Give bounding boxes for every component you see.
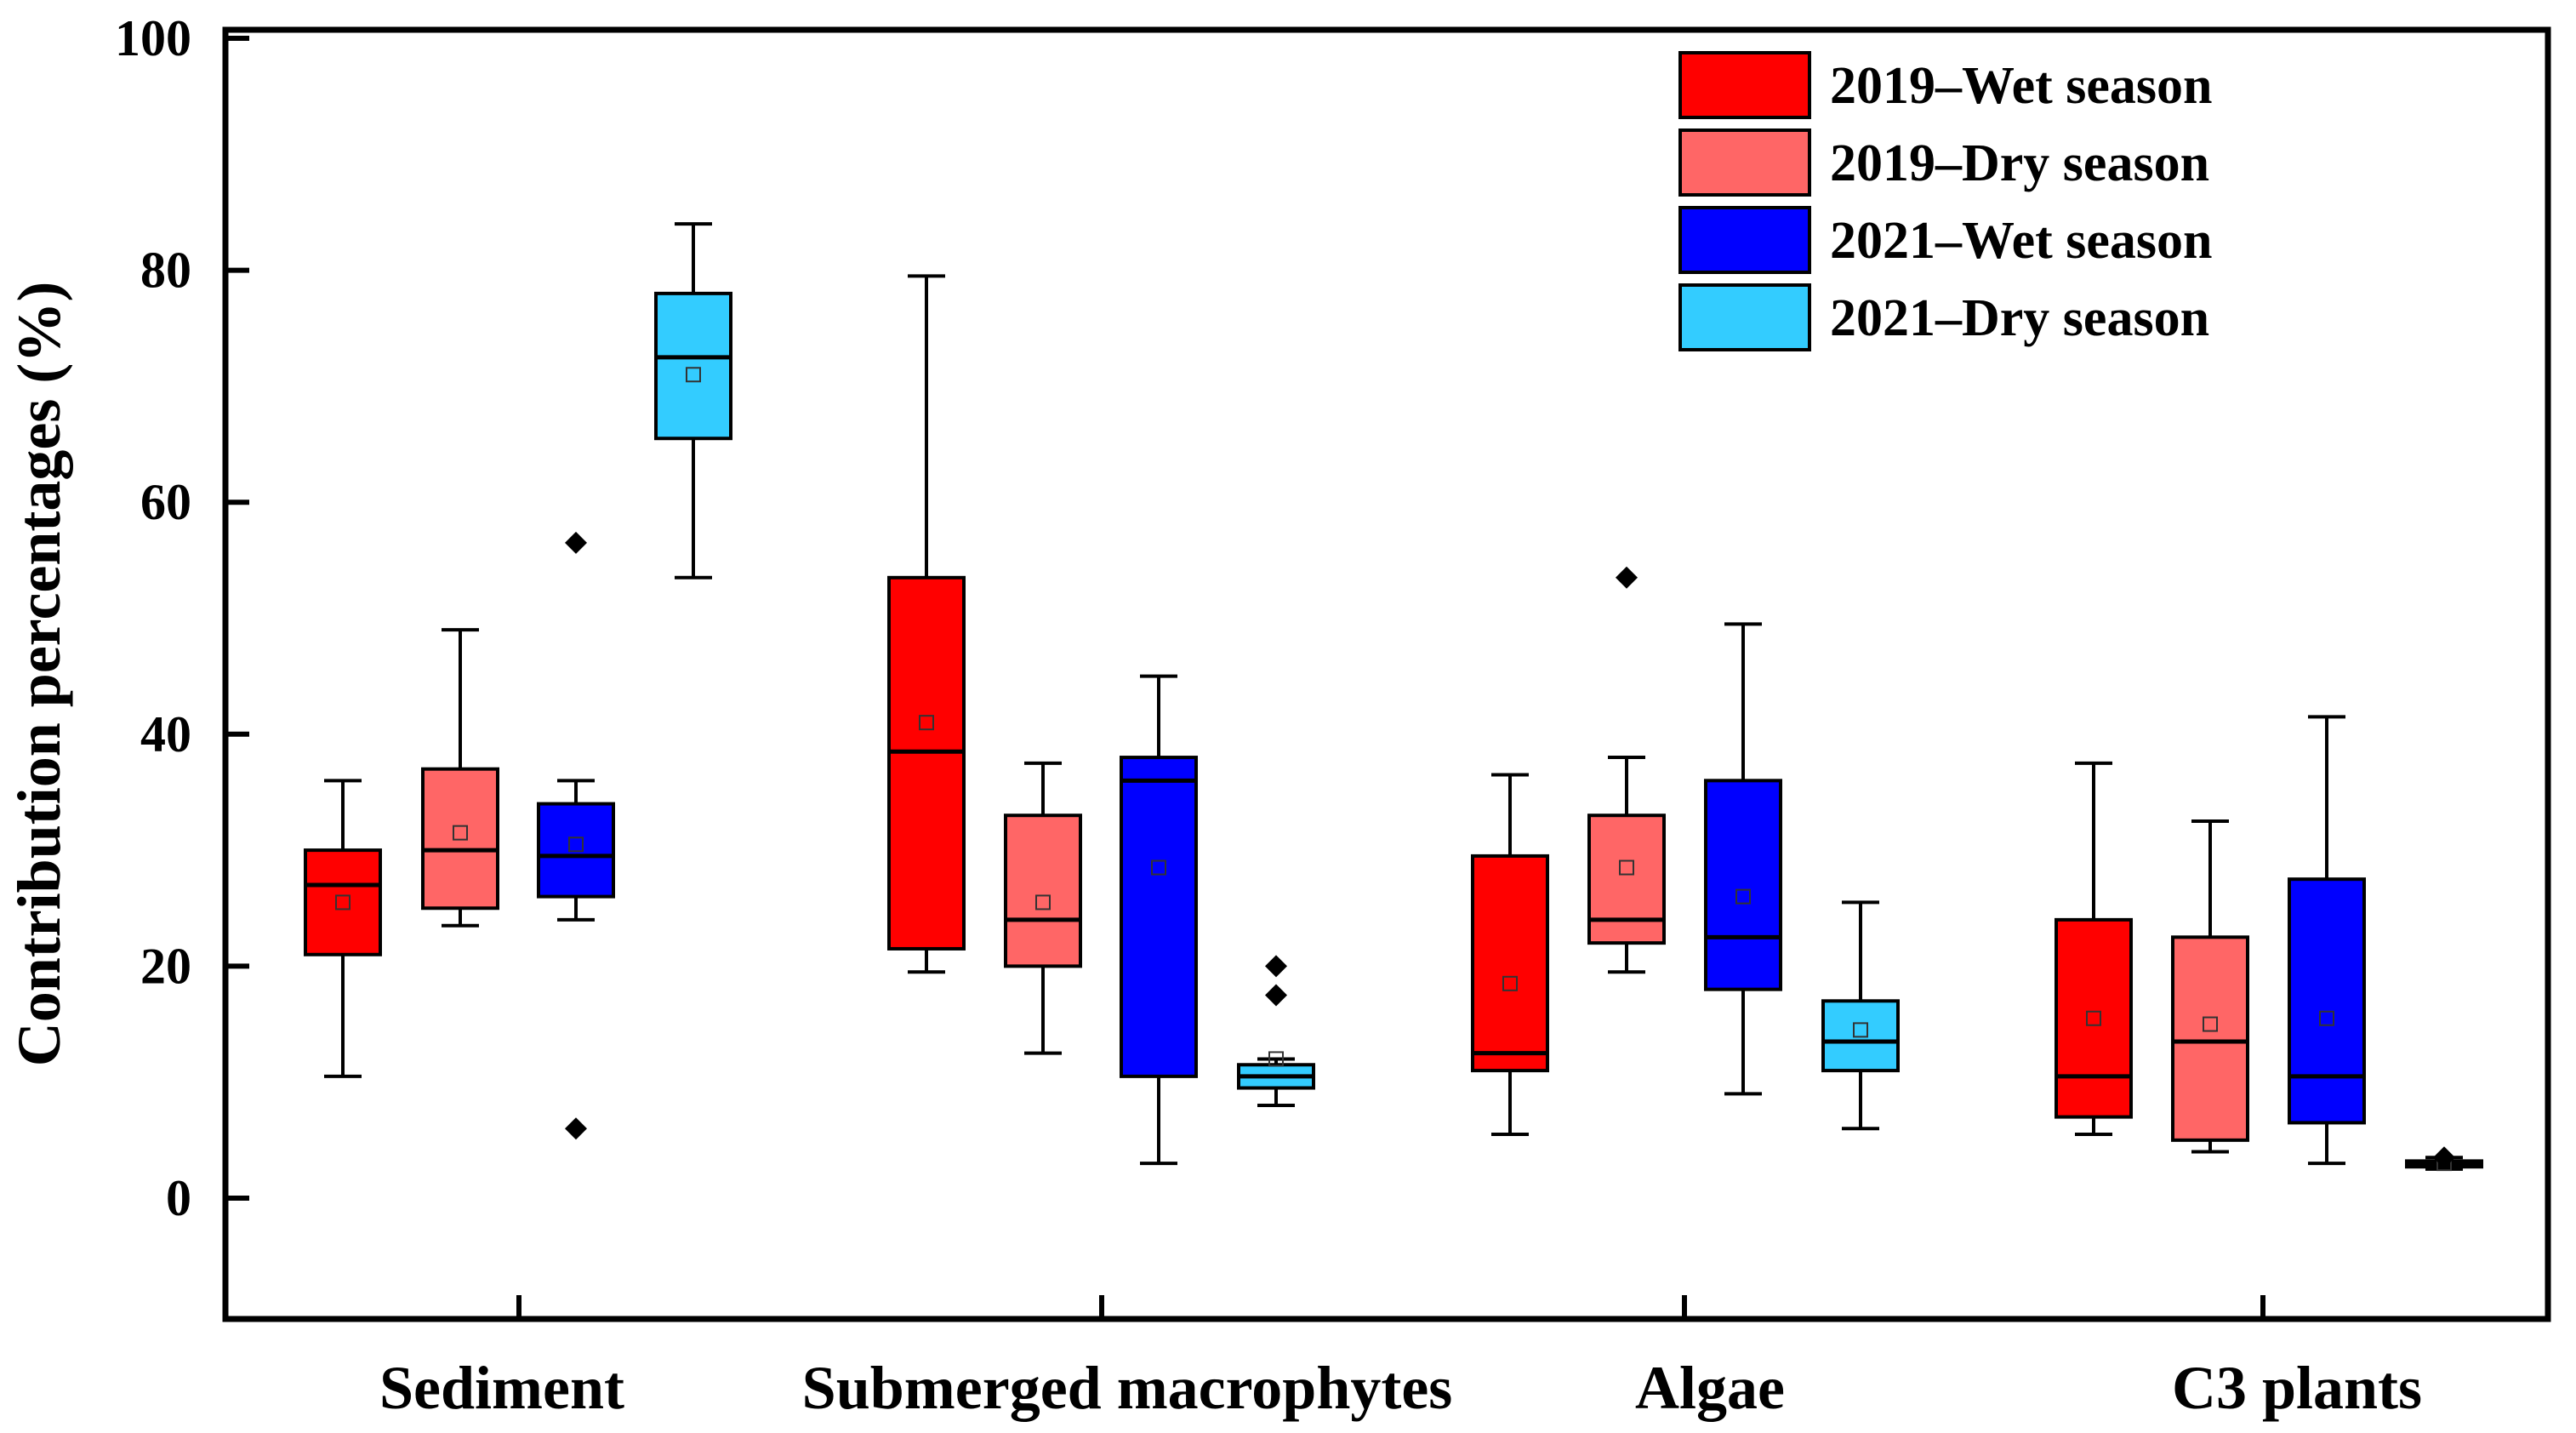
plot-frame [222, 26, 2551, 1322]
box-2-4 [2171, 819, 2249, 1154]
box-iqr [2288, 877, 2366, 1125]
category-label: Sediment [379, 1354, 624, 1422]
outlier-point [2433, 1146, 2455, 1169]
box-3-3 [1704, 622, 1782, 1096]
box-iqr [654, 291, 732, 441]
box-iqr [537, 802, 615, 899]
outlier-point [1265, 984, 1287, 1007]
box-iqr [1120, 756, 1198, 1078]
mean-marker [1735, 888, 1751, 905]
mean-marker [2086, 1010, 2101, 1026]
box-4-3 [1821, 900, 1900, 1131]
legend-swatch [1678, 51, 1811, 119]
mean-marker [1151, 859, 1166, 876]
outlier-point [565, 531, 587, 554]
box-3-4 [2288, 715, 2366, 1166]
mean-marker [568, 836, 584, 853]
y-tick-label: 100 [115, 10, 191, 66]
mean-marker [1619, 859, 1634, 876]
box-iqr [887, 575, 966, 951]
box-4-1 [654, 222, 732, 579]
category-label: Submerged macrophytes [802, 1354, 1453, 1422]
mean-marker [2319, 1010, 2334, 1026]
legend: 2019–Wet season 2019–Dry season 2021–Wet s… [1678, 51, 2213, 351]
legend-label: 2019–Dry season [1830, 134, 2209, 192]
mean-marker [1035, 894, 1051, 911]
box-3-2 [1120, 674, 1198, 1166]
legend-swatch [1678, 128, 1811, 197]
mean-marker [1853, 1022, 1868, 1038]
mean-marker [335, 894, 350, 911]
outlier-point [565, 1117, 587, 1140]
box-2-2 [1004, 761, 1082, 1055]
outlier-point [1616, 566, 1638, 589]
box-4-4 [2405, 1146, 2483, 1172]
mean-marker [919, 715, 934, 731]
y-axis: 0 20 40 60 80 100 [115, 10, 249, 1226]
mean-marker [453, 825, 468, 841]
box-1-4 [2055, 761, 2133, 1137]
box-1-2 [887, 274, 966, 974]
y-tick-label: 0 [166, 1170, 191, 1226]
y-axis-label: Contribution percentages (%) [5, 282, 73, 1067]
mean-marker [2203, 1016, 2218, 1032]
box-2-1 [421, 628, 499, 928]
legend-label: 2019–Wet season [1830, 57, 2213, 115]
mean-marker [686, 367, 701, 383]
legend-swatch [1678, 283, 1811, 351]
category-label: Algae [1635, 1354, 1785, 1422]
box-1-1 [304, 779, 382, 1078]
x-axis: Sediment Submerged macrophytes Algae C3 pla… [379, 1295, 2422, 1422]
box-iqr [1004, 814, 1082, 968]
box-3-1 [537, 531, 615, 1140]
y-tick-label: 60 [140, 474, 191, 530]
box-iqr [421, 767, 499, 911]
y-tick-label: 40 [140, 706, 191, 762]
box-iqr [304, 848, 382, 956]
y-tick-label: 80 [140, 243, 191, 299]
mean-marker [1502, 975, 1518, 991]
outlier-point [1265, 955, 1287, 978]
category-label: C3 plants [2172, 1354, 2422, 1422]
box-iqr [2055, 917, 2133, 1119]
box-iqr [1821, 999, 1900, 1073]
box-iqr [2171, 935, 2249, 1142]
box-iqr [1704, 779, 1782, 991]
legend-swatch [1678, 206, 1811, 274]
box-4-2 [1237, 955, 1315, 1107]
legend-label: 2021–Wet season [1830, 212, 2213, 270]
box-1-3 [1471, 773, 1549, 1137]
y-tick-label: 20 [140, 938, 191, 994]
box-series [304, 222, 2483, 1172]
box-iqr [1587, 814, 1666, 945]
mean-marker [1268, 1051, 1284, 1067]
box-2-3 [1587, 566, 1666, 974]
legend-label: 2021–Dry season [1830, 289, 2209, 347]
box-iqr [1471, 854, 1549, 1073]
